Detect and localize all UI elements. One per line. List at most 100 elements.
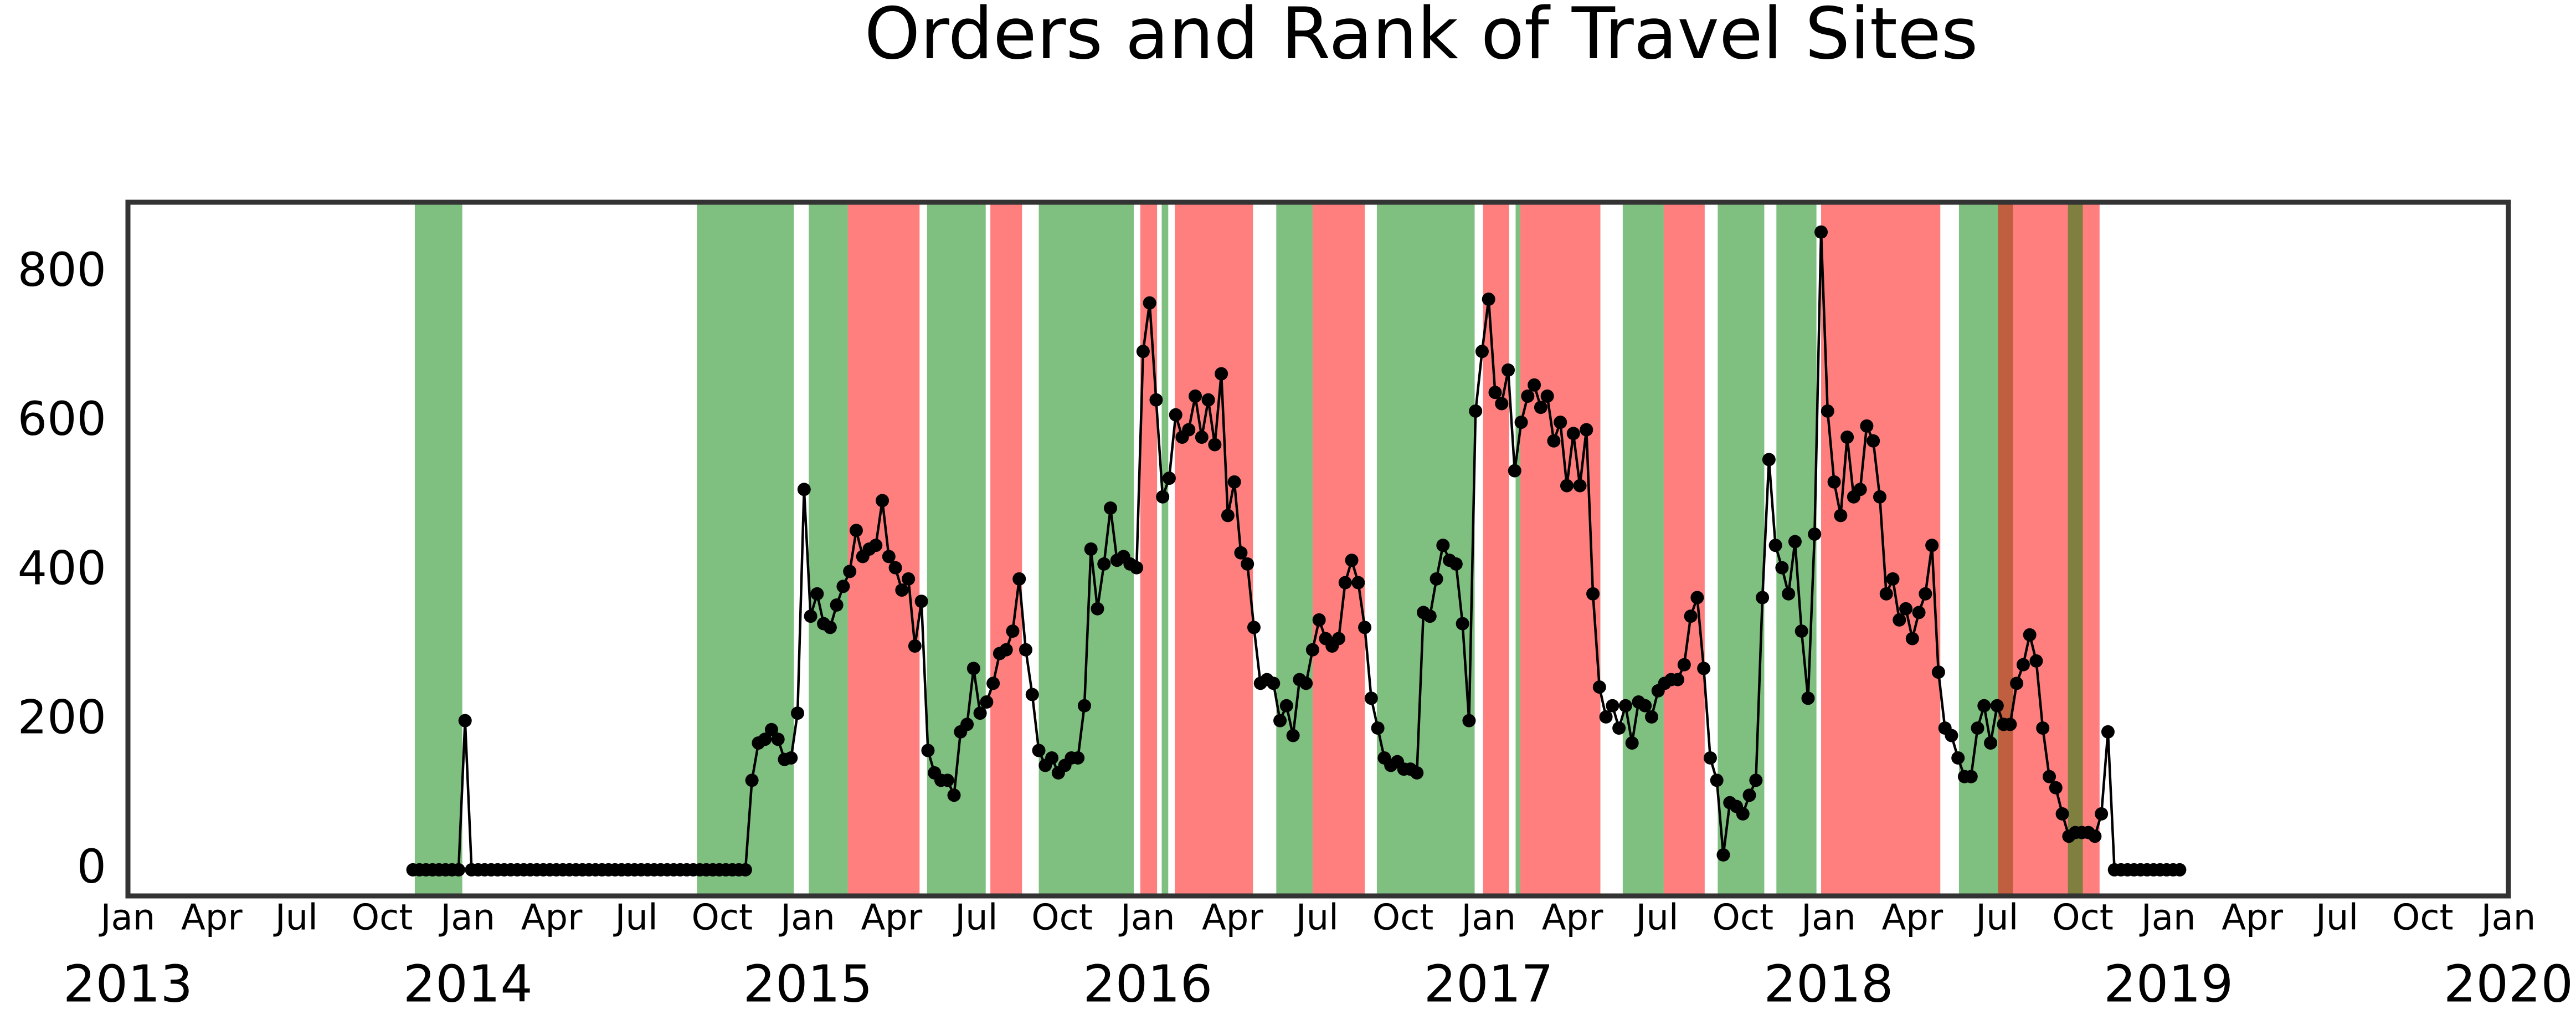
x-tick-label: Apr	[1881, 898, 1943, 939]
series-layer	[406, 225, 2187, 877]
data-point	[1606, 699, 1619, 713]
x-tick-label: Jul	[1973, 898, 2018, 939]
shaded-span	[1998, 202, 2100, 896]
data-point	[1566, 427, 1580, 440]
shaded-span	[1161, 202, 1169, 896]
data-point	[1931, 665, 1945, 679]
data-point	[1423, 609, 1437, 623]
data-point	[1502, 363, 1515, 377]
data-point	[1834, 509, 1848, 522]
data-point	[1371, 721, 1385, 735]
x-tick-label: Jan	[1118, 898, 1175, 939]
data-point	[823, 621, 837, 634]
data-point	[966, 662, 980, 675]
data-point	[1521, 390, 1535, 403]
data-point	[1495, 397, 1509, 411]
year-label: 2019	[2104, 954, 2233, 1013]
x-tick-label: Oct	[1712, 898, 1773, 939]
span-layer	[414, 202, 2100, 896]
x-tick-label: Oct	[691, 898, 753, 939]
shaded-span	[697, 202, 794, 896]
data-point	[745, 773, 759, 787]
data-point	[1573, 479, 1587, 493]
data-point	[1867, 434, 1880, 448]
year-label: 2017	[1424, 954, 1554, 1013]
data-point	[1215, 367, 1228, 381]
data-point	[1201, 393, 1215, 407]
data-point	[1475, 345, 1489, 358]
data-point	[1684, 609, 1698, 623]
data-point	[1267, 677, 1281, 690]
data-point	[1091, 602, 1104, 616]
data-point	[1104, 501, 1118, 515]
data-point	[1886, 572, 1900, 586]
data-point	[810, 587, 824, 601]
y-tick-label: 400	[18, 541, 106, 595]
data-point	[876, 494, 889, 508]
data-point	[1840, 431, 1854, 444]
data-point	[1821, 404, 1834, 418]
data-point	[1808, 527, 1822, 541]
data-point	[1814, 225, 1828, 239]
x-tick-label: Oct	[2392, 898, 2454, 939]
y-tick-label: 200	[18, 690, 106, 745]
data-point	[2055, 807, 2069, 821]
data-point	[895, 583, 909, 597]
data-point	[2029, 654, 2043, 668]
x-tick-label: Jan	[2139, 898, 2196, 939]
data-point	[1951, 751, 1965, 765]
x-tick-label: Jan	[1459, 898, 1516, 939]
data-point	[797, 483, 811, 496]
x-tick-label: Jul	[1633, 898, 1678, 939]
data-point	[1312, 613, 1326, 627]
data-point	[1045, 751, 1059, 765]
data-point	[1227, 475, 1241, 489]
x-tick-label: Jul	[1294, 898, 1339, 939]
year-label: 2020	[2444, 954, 2573, 1013]
x-tick-label: Oct	[352, 898, 413, 939]
y-tick-label: 600	[18, 392, 106, 446]
data-point	[2101, 725, 2115, 739]
data-point	[1469, 404, 1483, 418]
data-point	[1430, 572, 1443, 586]
data-point	[791, 706, 805, 720]
data-point	[1019, 643, 1032, 657]
data-point	[2088, 829, 2102, 843]
data-point	[764, 723, 778, 736]
data-point	[1899, 602, 1913, 616]
x-tick-label: Jan	[438, 898, 495, 939]
year-label: 2016	[1083, 954, 1212, 1013]
data-point	[1077, 699, 1091, 713]
data-point	[1905, 632, 1919, 645]
data-point	[1873, 490, 1886, 504]
x-tick-label: Jan	[778, 898, 835, 939]
x-tick-label: Oct	[2052, 898, 2114, 939]
data-point	[973, 706, 987, 720]
x-tick-label: Jan	[1799, 898, 1856, 939]
data-point	[1671, 673, 1685, 686]
data-point	[1482, 293, 1495, 306]
data-point	[1189, 390, 1202, 403]
data-point	[1462, 714, 1476, 727]
data-point	[947, 788, 961, 802]
shaded-span	[1376, 202, 1475, 896]
data-point	[1299, 677, 1313, 690]
x-tick-label: Oct	[1372, 898, 1434, 939]
data-point	[1071, 751, 1085, 765]
data-point	[1358, 621, 1372, 634]
data-point	[914, 595, 928, 608]
x-tick-label: Jul	[2313, 898, 2358, 939]
shaded-span	[1821, 202, 1941, 896]
data-point	[2016, 658, 2030, 672]
data-point	[1638, 699, 1652, 713]
data-point	[1273, 714, 1287, 727]
data-point	[1221, 509, 1235, 522]
data-point	[1580, 423, 1593, 437]
data-point	[2049, 781, 2063, 795]
shaded-span	[809, 202, 848, 896]
data-point	[888, 561, 902, 575]
data-point	[1554, 416, 1567, 429]
year-label: 2014	[403, 954, 533, 1013]
shaded-span	[1312, 202, 1365, 896]
x-tick-label: Oct	[1031, 898, 1093, 939]
